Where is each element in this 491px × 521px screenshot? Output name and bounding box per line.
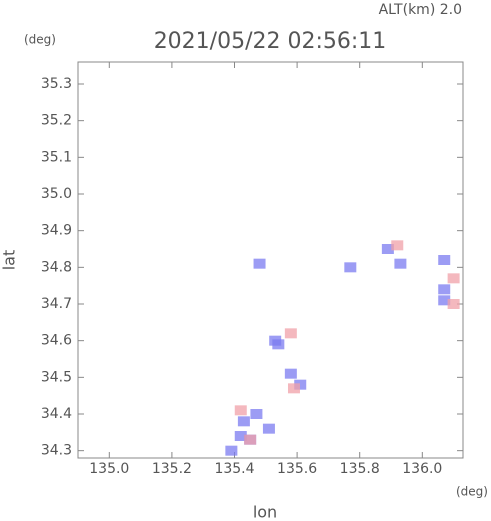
- echo: [438, 295, 451, 306]
- echo: [438, 255, 451, 265]
- y-tick-label: 34.7: [41, 296, 72, 312]
- echo: [234, 405, 247, 416]
- echo: [250, 409, 263, 419]
- y-tick-label: 35.1: [41, 149, 72, 165]
- x-tick-label: 135.0: [89, 461, 129, 477]
- y-tick-label: 34.6: [41, 333, 72, 349]
- echo: [394, 258, 407, 269]
- y-tick-label: 34.8: [41, 259, 72, 275]
- echo: [234, 431, 247, 441]
- echo: [287, 383, 300, 394]
- echo: [262, 423, 275, 434]
- altitude-label: ALT(km) 2.0: [379, 2, 462, 18]
- echo: [225, 445, 238, 456]
- x-tick-label: 135.2: [152, 461, 192, 477]
- echo: [294, 379, 307, 390]
- echo: [447, 299, 460, 309]
- y-tick-label: 35.2: [41, 113, 72, 129]
- x-unit: (deg): [456, 485, 488, 499]
- echo: [253, 258, 266, 269]
- x-tick-label: 135.8: [340, 461, 380, 477]
- echo: [237, 416, 250, 427]
- y-tick-label: 34.4: [41, 406, 72, 422]
- y-tick-label: 34.9: [41, 223, 72, 239]
- chart-title: 2021/05/22 02:56:11: [154, 29, 387, 54]
- x-tick-label: 135.6: [277, 461, 317, 477]
- echo: [447, 273, 460, 284]
- y-tick-label: 34.5: [41, 369, 72, 385]
- echo: [284, 368, 297, 379]
- echo: [381, 244, 394, 254]
- y-axis-label: lat: [0, 250, 19, 271]
- echo: [244, 434, 257, 445]
- echo: [344, 262, 357, 273]
- plot-frame: [77, 61, 464, 459]
- x-tick-label: 135.4: [214, 461, 254, 477]
- x-tick-label: 136.0: [402, 461, 442, 477]
- y-unit: (deg): [24, 33, 56, 47]
- y-tick-label: 34.3: [41, 443, 72, 459]
- y-tick-label: 35.0: [41, 186, 72, 202]
- echo: [269, 335, 282, 346]
- echo: [438, 284, 451, 295]
- echo: [284, 328, 297, 339]
- x-axis-label: lon: [253, 503, 277, 521]
- echo: [391, 240, 404, 251]
- y-tick-label: 35.3: [41, 76, 72, 92]
